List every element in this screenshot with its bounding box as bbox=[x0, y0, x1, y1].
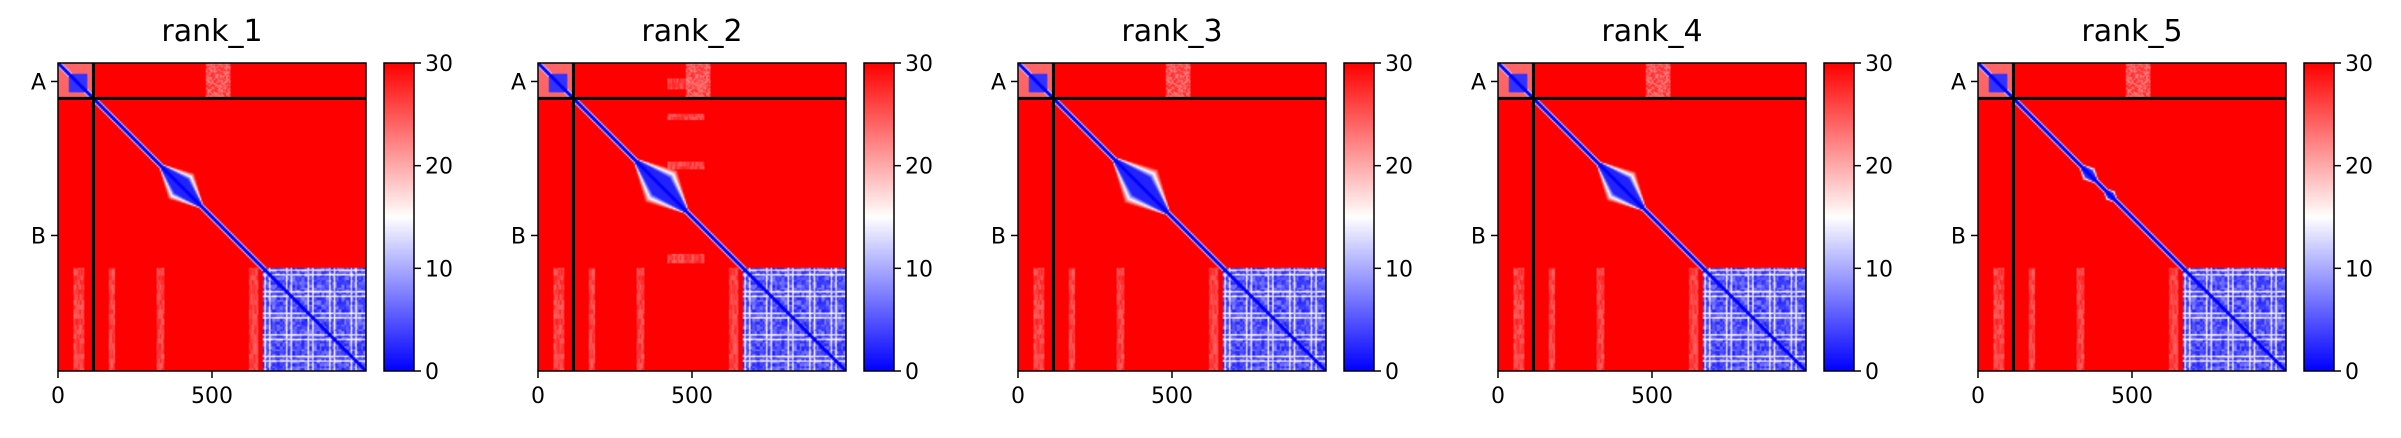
chart-panel-rank_5: rank_5 0 500 A B 0 10 20 30 bbox=[1920, 0, 2400, 438]
colorbar-frame bbox=[863, 62, 895, 372]
pae-heatmap bbox=[1498, 63, 1806, 371]
x-tick-label: 500 bbox=[191, 384, 233, 409]
chart-title: rank_2 bbox=[641, 14, 743, 49]
colorbar-gradient bbox=[2304, 63, 2334, 371]
colorbar-tick-label: 10 bbox=[1865, 257, 1893, 282]
colorbar-tick-label: 0 bbox=[905, 360, 919, 385]
colorbar-tick-label: 0 bbox=[425, 360, 439, 385]
y-tick-label: B bbox=[1951, 224, 1966, 249]
colorbar-tick-label: 30 bbox=[2345, 52, 2373, 77]
colorbar-tick-label: 20 bbox=[425, 155, 453, 180]
colorbar-tick-label: 10 bbox=[425, 257, 453, 282]
colorbar-tick-label: 30 bbox=[1865, 52, 1893, 77]
x-tick-label: 500 bbox=[1151, 384, 1193, 409]
colorbar-tick-label: 20 bbox=[905, 155, 933, 180]
y-tick-label: A bbox=[511, 70, 526, 95]
colorbar-frame bbox=[1343, 62, 1375, 372]
colorbar-gradient bbox=[1344, 63, 1374, 371]
plot-frame bbox=[537, 62, 847, 372]
chart-panel-rank_4: rank_4 0 500 A B 0 10 20 30 bbox=[1440, 0, 1920, 438]
y-tick-label: A bbox=[31, 70, 46, 95]
x-tick-label: 500 bbox=[671, 384, 713, 409]
chart-title: rank_5 bbox=[2081, 14, 2183, 49]
colorbar-gradient bbox=[864, 63, 894, 371]
x-tick-label: 500 bbox=[2111, 384, 2153, 409]
pae-heatmap bbox=[58, 63, 366, 371]
x-tick-label: 500 bbox=[1631, 384, 1673, 409]
colorbar-tick-label: 20 bbox=[1385, 155, 1413, 180]
x-tick-label: 0 bbox=[1011, 384, 1025, 409]
chart-overlay: 0 500 A B 0 10 20 30 bbox=[1471, 52, 1893, 409]
chart-overlay: 0 500 A B 0 10 20 30 bbox=[31, 52, 453, 409]
y-tick-label: A bbox=[1471, 70, 1486, 95]
colorbar-frame bbox=[383, 62, 415, 372]
chart-title: rank_1 bbox=[161, 14, 263, 49]
colorbar-tick-label: 10 bbox=[1385, 257, 1413, 282]
chart-title: rank_4 bbox=[1601, 14, 1703, 49]
chart-title: rank_3 bbox=[1121, 14, 1223, 49]
colorbar-tick-label: 10 bbox=[2345, 257, 2373, 282]
y-tick-label: A bbox=[1951, 70, 1966, 95]
colorbar-tick-label: 20 bbox=[1865, 155, 1893, 180]
colorbar-tick-label: 0 bbox=[1385, 360, 1399, 385]
colorbar-tick-label: 30 bbox=[1385, 52, 1413, 77]
pae-heatmap bbox=[1018, 63, 1326, 371]
colorbar-frame bbox=[2303, 62, 2335, 372]
colorbar-tick-label: 0 bbox=[2345, 360, 2359, 385]
x-tick-label: 0 bbox=[1491, 384, 1505, 409]
plot-frame bbox=[1497, 62, 1807, 372]
colorbar-gradient bbox=[1824, 63, 1854, 371]
colorbar-frame bbox=[1823, 62, 1855, 372]
pae-heatmap bbox=[1978, 63, 2286, 371]
colorbar-tick-label: 10 bbox=[905, 257, 933, 282]
chart-overlay: 0 500 A B 0 10 20 30 bbox=[1951, 52, 2373, 409]
x-tick-label: 0 bbox=[531, 384, 545, 409]
y-tick-label: B bbox=[991, 224, 1006, 249]
y-tick-label: A bbox=[991, 70, 1006, 95]
chart-panel-rank_1: rank_1 0 500 A B 0 10 20 30 bbox=[0, 0, 480, 438]
y-tick-label: B bbox=[1471, 224, 1486, 249]
plot-frame bbox=[1017, 62, 1327, 372]
colorbar-tick-label: 0 bbox=[1865, 360, 1879, 385]
x-tick-label: 0 bbox=[1971, 384, 1985, 409]
plot-frame bbox=[57, 62, 367, 372]
x-tick-label: 0 bbox=[51, 384, 65, 409]
colorbar-tick-label: 30 bbox=[425, 52, 453, 77]
chart-overlay: 0 500 A B 0 10 20 30 bbox=[511, 52, 933, 409]
chart-overlay: 0 500 A B 0 10 20 30 bbox=[991, 52, 1413, 409]
y-tick-label: B bbox=[31, 224, 46, 249]
chart-panel-rank_2: rank_2 0 500 A B 0 10 20 30 bbox=[480, 0, 960, 438]
chart-panel-rank_3: rank_3 0 500 A B 0 10 20 30 bbox=[960, 0, 1440, 438]
plot-frame bbox=[1977, 62, 2287, 372]
pae-heatmap bbox=[538, 63, 846, 371]
y-tick-label: B bbox=[511, 224, 526, 249]
colorbar-gradient bbox=[384, 63, 414, 371]
colorbar-tick-label: 30 bbox=[905, 52, 933, 77]
colorbar-tick-label: 20 bbox=[2345, 155, 2373, 180]
